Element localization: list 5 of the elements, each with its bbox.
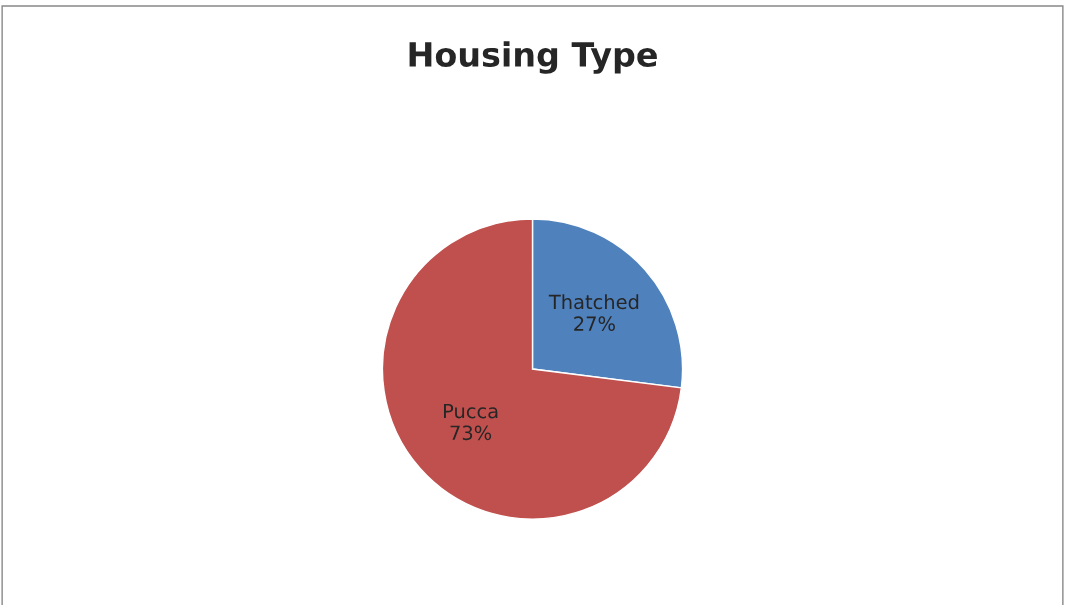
data-label: 73% <box>450 425 492 441</box>
chart-title: Housing Type <box>409 41 657 74</box>
data-label: 27% <box>574 316 615 332</box>
slice-label: Thatched <box>548 294 639 310</box>
slice-label: Pucca <box>444 403 498 419</box>
